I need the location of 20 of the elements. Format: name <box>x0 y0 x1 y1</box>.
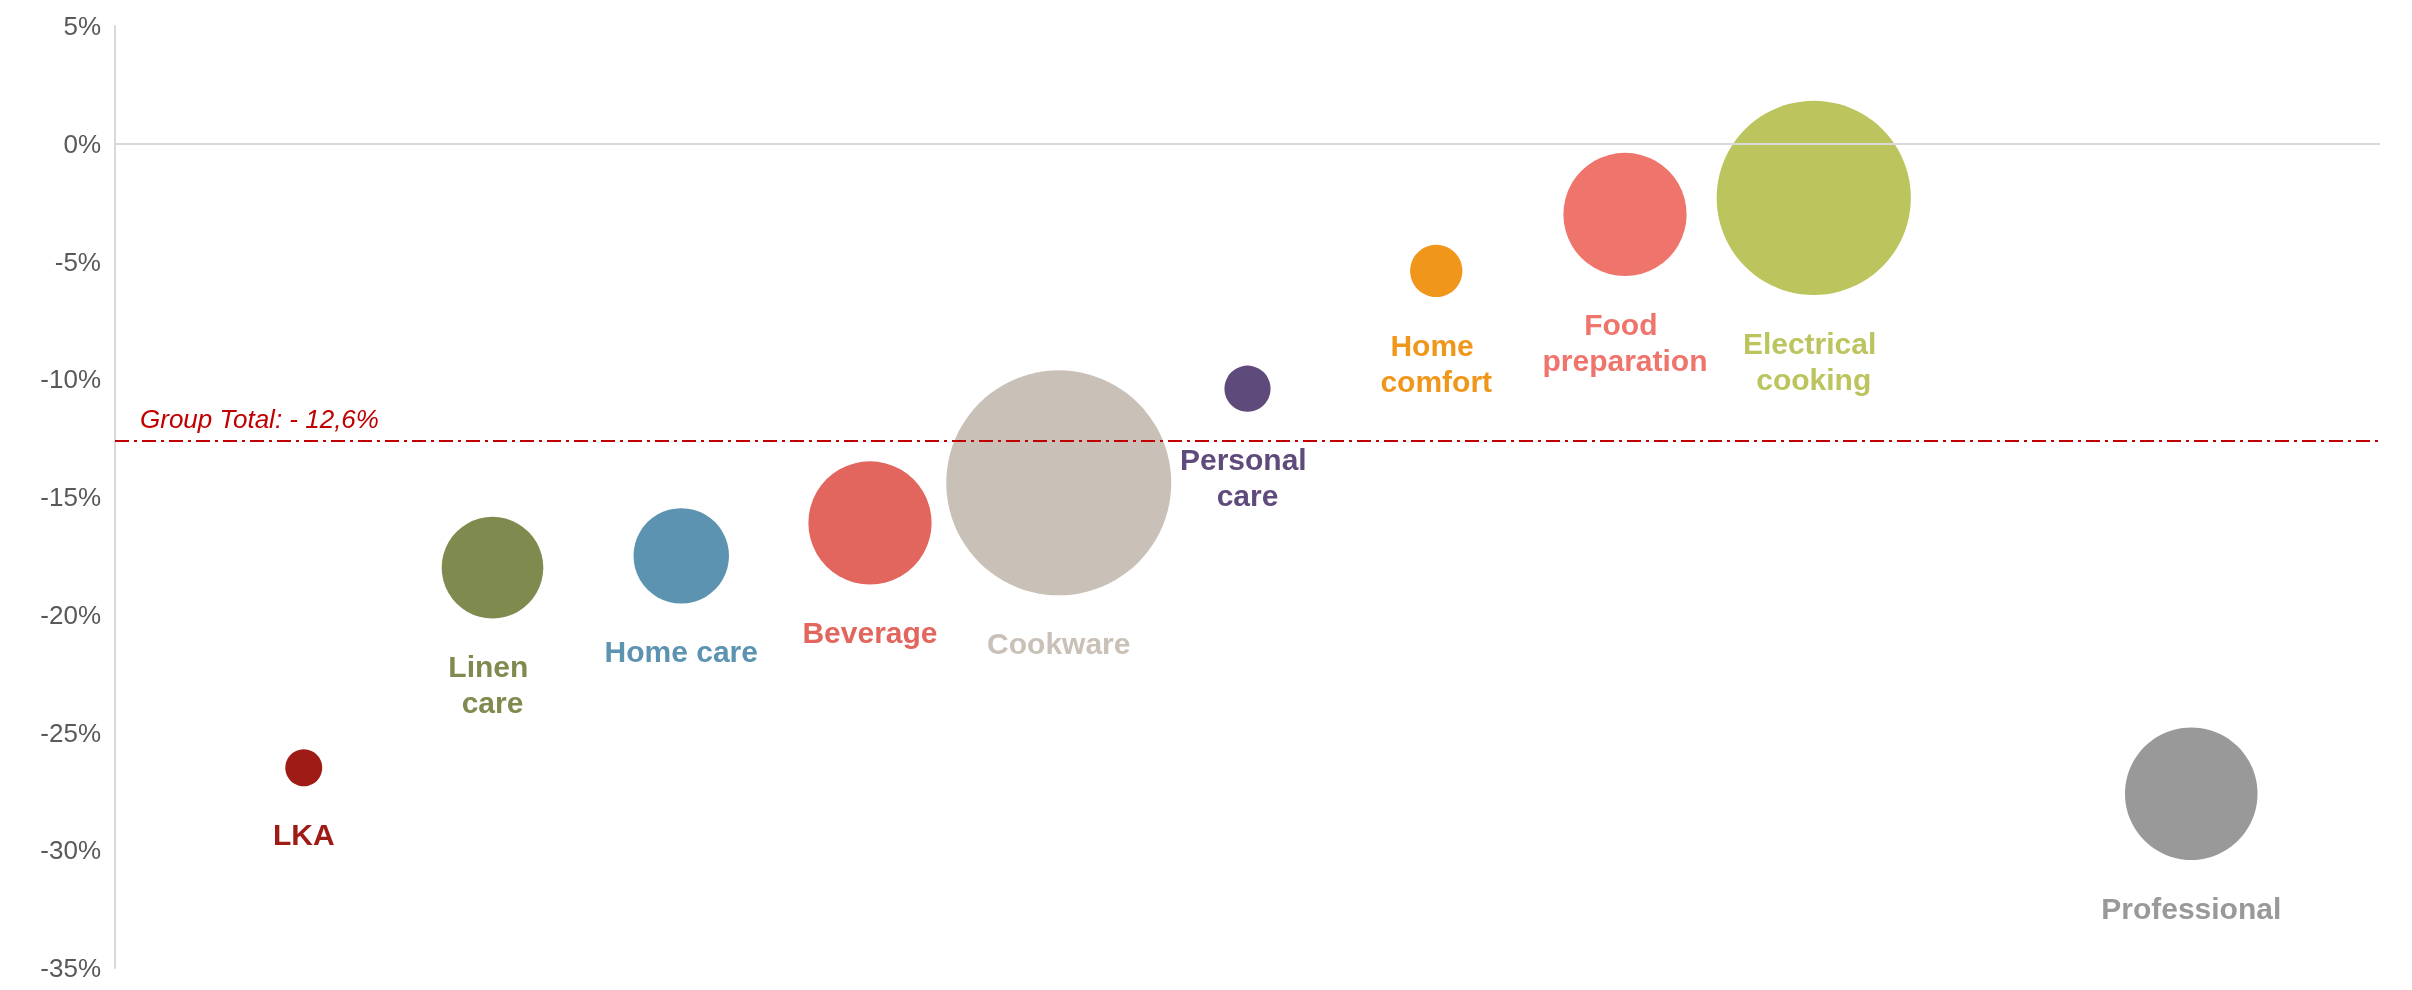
series-label: Beverage <box>802 616 938 650</box>
series-label: Cookware <box>987 626 1131 660</box>
series-label: Personal care <box>1179 443 1316 513</box>
series-label: LKA <box>272 817 335 851</box>
y-tick-label: -25% <box>40 717 101 748</box>
series-label: Electrical cooking <box>1742 326 1885 396</box>
y-tick-label: 0% <box>63 128 101 159</box>
y-tick-label: -20% <box>40 599 101 630</box>
ref-line-label: Group Total: - 12,6% <box>140 404 379 435</box>
series-label: Home care <box>604 635 758 669</box>
y-tick-label: -5% <box>54 246 101 277</box>
y-tick-label: -30% <box>40 835 101 866</box>
series-label: Linen care <box>448 649 537 719</box>
y-tick-label: -15% <box>40 482 101 512</box>
y-tick-label: -10% <box>40 364 101 395</box>
y-tick-label: 5% <box>63 11 101 41</box>
y-tick-label: -35% <box>40 953 101 983</box>
series-label: Professional <box>2101 891 2282 925</box>
series-label: Home comfort <box>1380 328 1493 398</box>
text: Food preparation <box>1542 307 1708 377</box>
